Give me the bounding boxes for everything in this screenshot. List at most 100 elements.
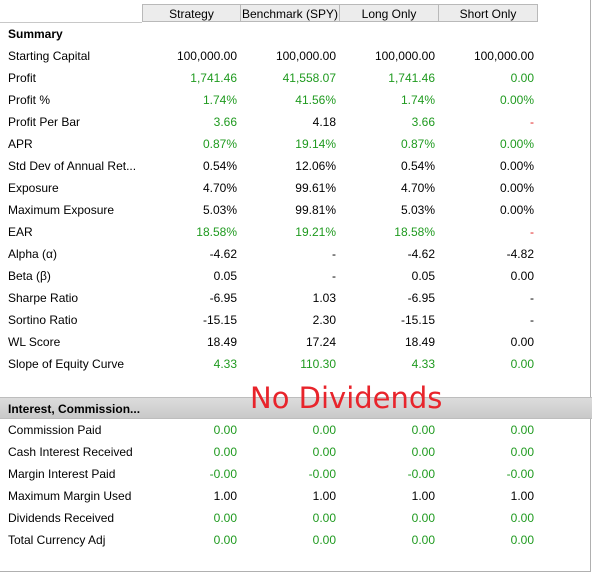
cell-benchmark: 12.06% <box>295 159 336 173</box>
row-label: Exposure <box>8 181 59 195</box>
row-label: Beta (β) <box>8 269 51 283</box>
table-row[interactable]: Std Dev of Annual Ret... 0.54% 12.06% 0.54%… <box>0 155 592 177</box>
table-row[interactable]: Alpha (α) -4.62 - -4.62 -4.82 <box>0 243 592 265</box>
column-header-long-only[interactable]: Long Only <box>340 4 439 22</box>
section-header[interactable]: Summary <box>8 27 63 41</box>
cell-strategy: 1.74% <box>202 93 237 107</box>
row-label: EAR <box>8 225 33 239</box>
cell-benchmark: -0.00 <box>308 467 336 481</box>
cell-short-only: 1.00 <box>510 489 534 503</box>
table-row[interactable]: Exposure 4.70% 99.61% 4.70% 0.00% <box>0 177 592 199</box>
cell-short-only: 0.00% <box>499 203 534 217</box>
cell-short-only: 0.00 <box>510 335 534 349</box>
cell-long-only: 18.58% <box>394 225 435 239</box>
cell-strategy: 0.00 <box>213 511 237 525</box>
table-row[interactable]: APR 0.87% 19.14% 0.87% 0.00% <box>0 133 592 155</box>
column-header-strategy[interactable]: Strategy <box>142 4 241 22</box>
table-row[interactable]: Maximum Exposure 5.03% 99.81% 5.03% 0.00% <box>0 199 592 221</box>
header-blank-cell <box>0 4 142 23</box>
table-row[interactable]: Margin Interest Paid -0.00 -0.00 -0.00 -0.00 <box>0 463 592 485</box>
table-row[interactable]: Sortino Ratio -15.15 2.30 -15.15 - <box>0 309 592 331</box>
cell-benchmark: 1.00 <box>312 489 336 503</box>
cell-strategy: 1,741.46 <box>190 71 237 85</box>
cell-long-only: 4.33 <box>411 357 435 371</box>
cell-short-only: -4.82 <box>506 247 534 261</box>
table-row[interactable]: Maximum Margin Used 1.00 1.00 1.00 1.00 <box>0 485 592 507</box>
table-row[interactable]: Profit Per Bar 3.66 4.18 3.66 - <box>0 111 592 133</box>
cell-short-only: 0.00 <box>510 445 534 459</box>
table-row[interactable]: Profit 1,741.46 41,558.07 1,741.46 0.00 <box>0 67 592 89</box>
row-label: Commission Paid <box>8 423 102 437</box>
table-row[interactable]: Cash Interest Received 0.00 0.00 0.00 0.00 <box>0 441 592 463</box>
cell-short-only: 0.00 <box>510 423 534 437</box>
cell-short-only: 100,000.00 <box>473 49 534 63</box>
row-label: APR <box>8 137 33 151</box>
cell-strategy: -6.95 <box>209 291 237 305</box>
section-header[interactable]: Interest, Commission... <box>0 397 592 419</box>
column-header-benchmark[interactable]: Benchmark (SPY) <box>241 4 340 22</box>
row-label: Dividends Received <box>8 511 115 525</box>
cell-benchmark: 0.00 <box>312 445 336 459</box>
cell-long-only: 0.00 <box>411 423 435 437</box>
annotation-text: No Dividends <box>250 381 443 415</box>
cell-benchmark: 41,558.07 <box>282 71 336 85</box>
column-header-row: Strategy Benchmark (SPY) Long Only Short… <box>0 4 592 23</box>
table-row[interactable]: Slope of Equity Curve 4.33 110.30 4.33 0.00 <box>0 353 592 375</box>
cell-benchmark: 2.30 <box>312 313 336 327</box>
cell-short-only: 0.00 <box>510 269 534 283</box>
table-row[interactable]: Commission Paid 0.00 0.00 0.00 0.00 <box>0 419 592 441</box>
cell-benchmark: - <box>332 269 336 283</box>
table-row[interactable]: WL Score 18.49 17.24 18.49 0.00 <box>0 331 592 353</box>
cell-short-only: - <box>530 225 534 239</box>
cell-long-only: 0.87% <box>400 137 435 151</box>
table-row[interactable]: Sharpe Ratio -6.95 1.03 -6.95 - <box>0 287 592 309</box>
cell-long-only: 0.00 <box>411 533 435 547</box>
table-row[interactable]: Starting Capital 100,000.00 100,000.00 100,… <box>0 45 592 67</box>
row-label: Std Dev of Annual Ret... <box>8 159 137 173</box>
row-label: Profit % <box>8 93 51 107</box>
row-label: Sharpe Ratio <box>8 291 79 305</box>
cell-short-only: 0.00 <box>510 533 534 547</box>
table-row[interactable]: Total Currency Adj 0.00 0.00 0.00 0.00 <box>0 529 592 551</box>
cell-long-only: 4.70% <box>400 181 435 195</box>
cell-long-only: 3.66 <box>411 115 435 129</box>
row-label: Slope of Equity Curve <box>8 357 125 371</box>
row-label: Cash Interest Received <box>8 445 133 459</box>
cell-benchmark: 19.14% <box>295 137 336 151</box>
cell-long-only: 1.74% <box>400 93 435 107</box>
table-row[interactable]: Profit % 1.74% 41.56% 1.74% 0.00% <box>0 89 592 111</box>
cell-long-only: -15.15 <box>400 313 435 327</box>
cell-strategy: 0.00 <box>213 533 237 547</box>
cell-short-only: -0.00 <box>506 467 534 481</box>
table-row[interactable]: Beta (β) 0.05 - 0.05 0.00 <box>0 265 592 287</box>
cell-strategy: 100,000.00 <box>176 49 237 63</box>
cell-long-only: 5.03% <box>400 203 435 217</box>
table-row[interactable]: EAR 18.58% 19.21% 18.58% - <box>0 221 592 243</box>
cell-long-only: 18.49 <box>404 335 435 349</box>
row-label: Total Currency Adj <box>8 533 106 547</box>
cell-strategy: 0.05 <box>213 269 237 283</box>
cell-short-only: 0.00% <box>499 181 534 195</box>
cell-benchmark: 99.81% <box>295 203 336 217</box>
row-label: Maximum Margin Used <box>8 489 132 503</box>
cell-long-only: 0.00 <box>411 445 435 459</box>
row-label: Maximum Exposure <box>8 203 115 217</box>
cell-strategy: 5.03% <box>202 203 237 217</box>
cell-benchmark: 0.00 <box>312 423 336 437</box>
cell-strategy: 18.49 <box>206 335 237 349</box>
cell-benchmark: 99.61% <box>295 181 336 195</box>
cell-long-only: 1,741.46 <box>388 71 435 85</box>
cell-strategy: -0.00 <box>209 467 237 481</box>
cell-short-only: 0.00% <box>499 93 534 107</box>
table-row[interactable]: Dividends Received 0.00 0.00 0.00 0.00 <box>0 507 592 529</box>
cell-benchmark: 4.18 <box>312 115 336 129</box>
cell-strategy: -4.62 <box>209 247 237 261</box>
cell-benchmark: 17.24 <box>305 335 336 349</box>
cell-short-only: - <box>530 115 534 129</box>
cell-long-only: 0.00 <box>411 511 435 525</box>
row-label: WL Score <box>8 335 61 349</box>
column-header-short-only[interactable]: Short Only <box>439 4 538 22</box>
cell-long-only: 1.00 <box>411 489 435 503</box>
header-tail <box>538 4 592 23</box>
